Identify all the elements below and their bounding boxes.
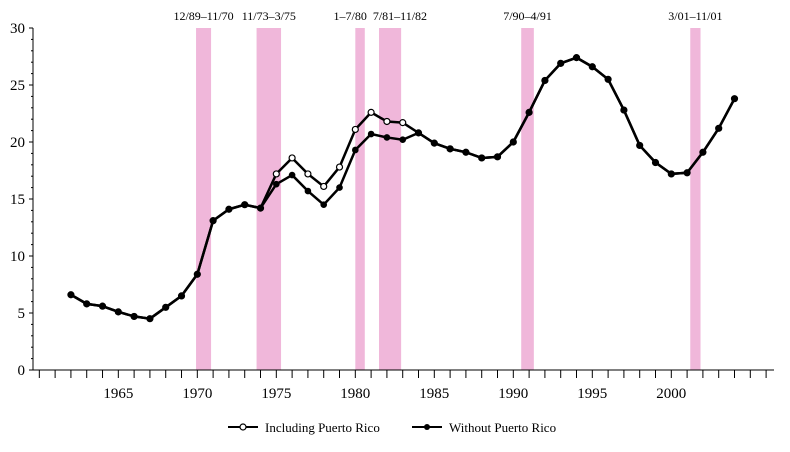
- data-point-without-pr: [257, 204, 264, 212]
- data-point-without-pr: [494, 153, 501, 161]
- data-point-including-pr: [272, 170, 280, 178]
- data-point-without-pr: [699, 148, 707, 156]
- data-point-including-pr: [399, 119, 407, 127]
- data-point-without-pr: [652, 159, 659, 166]
- data-point-without-pr: [225, 205, 233, 213]
- data-point-without-pr: [715, 125, 723, 132]
- data-point-without-pr: [668, 170, 675, 178]
- recession-band: [196, 28, 212, 370]
- data-point-without-pr: [83, 300, 91, 308]
- data-point-including-pr: [320, 182, 328, 191]
- data-point-without-pr: [304, 187, 312, 195]
- recession-label: 12/89–11/70: [173, 9, 233, 23]
- legend-label-without-pr: Without Puerto Rico: [449, 420, 556, 435]
- recession-label: 7/90–4/91: [503, 9, 552, 23]
- data-point-without-pr: [99, 302, 106, 310]
- x-tick-label: 1980: [340, 386, 370, 402]
- data-point-including-pr: [367, 108, 375, 116]
- data-point-without-pr: [115, 308, 122, 316]
- data-point-without-pr: [731, 95, 738, 102]
- data-point-without-pr: [478, 154, 486, 162]
- data-point-without-pr: [383, 134, 391, 141]
- recession-band: [521, 28, 534, 370]
- y-tick-label: 0: [18, 363, 26, 379]
- y-tick-label: 5: [18, 306, 26, 322]
- x-tick-label: 1985: [419, 386, 449, 402]
- data-point-without-pr: [336, 184, 343, 191]
- data-point-without-pr: [683, 169, 691, 177]
- series-line-without-pr: [70, 56, 736, 320]
- data-point-without-pr: [620, 106, 628, 114]
- legend: Including Puerto Rico Without Puerto Ric…: [228, 420, 556, 435]
- legend-open-marker-icon: [239, 423, 247, 431]
- x-tick-label: 1975: [261, 386, 291, 402]
- recession-band: [355, 28, 365, 370]
- data-point-without-pr: [67, 291, 75, 299]
- data-point-without-pr: [604, 76, 612, 83]
- data-point-without-pr: [446, 145, 454, 153]
- recession-band: [379, 28, 402, 370]
- data-point-without-pr: [462, 148, 470, 156]
- data-point-without-pr: [525, 109, 533, 116]
- x-tick-label: 1965: [103, 386, 133, 402]
- data-point-without-pr: [510, 138, 517, 146]
- data-point-without-pr: [288, 171, 296, 179]
- recession-band: [690, 28, 701, 370]
- data-point-without-pr: [367, 130, 375, 138]
- data-point-without-pr: [241, 201, 249, 208]
- data-point-without-pr: [557, 60, 565, 67]
- data-point-without-pr: [589, 63, 596, 71]
- recession-label: 3/01–11/01: [668, 9, 722, 23]
- recession-label: 7/81–11/82: [373, 9, 427, 23]
- data-point-without-pr: [320, 201, 328, 208]
- data-point-including-pr: [288, 154, 296, 162]
- data-point-including-pr: [351, 125, 359, 134]
- recession-band: [256, 28, 282, 370]
- data-point-without-pr: [273, 180, 280, 188]
- recession-label: 11/73–3/75: [242, 9, 296, 23]
- x-tick-label: 1970: [182, 386, 212, 402]
- x-tick-label: 1995: [577, 386, 607, 402]
- data-point-including-pr: [383, 117, 391, 126]
- y-tick-label: 25: [10, 78, 25, 94]
- data-point-without-pr: [194, 270, 201, 278]
- x-tick-label: 2000: [656, 386, 686, 402]
- data-point-without-pr: [415, 129, 422, 137]
- x-tick-label: 1990: [498, 386, 528, 402]
- data-point-without-pr: [573, 54, 580, 61]
- data-point-including-pr: [335, 163, 344, 171]
- data-point-without-pr: [541, 77, 549, 84]
- data-point-without-pr: [431, 139, 438, 147]
- y-tick-label: 15: [10, 192, 25, 208]
- data-point-without-pr: [146, 315, 154, 323]
- y-tick-label: 30: [10, 21, 25, 37]
- data-point-without-pr: [162, 304, 170, 311]
- series-line-including-pr: [70, 56, 736, 320]
- data-point-without-pr: [209, 217, 217, 224]
- data-point-including-pr: [304, 170, 312, 178]
- data-point-without-pr: [352, 146, 359, 154]
- data-point-without-pr: [399, 136, 407, 144]
- y-tick-label: 10: [10, 249, 25, 265]
- data-point-without-pr: [636, 142, 644, 149]
- y-tick-label: 20: [10, 135, 25, 151]
- data-point-without-pr: [130, 313, 138, 320]
- data-point-without-pr: [178, 292, 185, 300]
- legend-label-including-pr: Including Puerto Rico: [265, 420, 380, 435]
- recession-label: 1–7/80: [333, 9, 366, 23]
- legend-filled-marker-icon: [424, 424, 430, 430]
